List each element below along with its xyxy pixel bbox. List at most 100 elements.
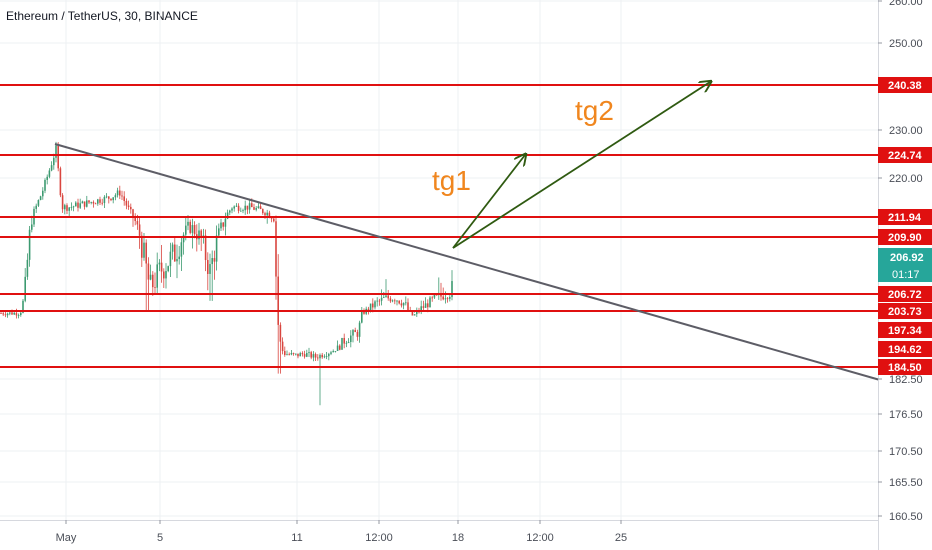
candle-body [200,230,202,238]
drawings[interactable]: tg1 tg2 [54,82,881,381]
candle-body [185,225,187,235]
candle-body [325,356,328,357]
candle-body [248,203,251,210]
candle-body [442,296,444,300]
candle-body [262,209,264,214]
candle-body [35,205,37,209]
candle-body [79,203,81,208]
arrow-tg1 [452,155,525,249]
candle-body [281,341,284,352]
level-badge [878,77,932,93]
candle-body [226,212,229,219]
candle-body [204,235,207,260]
price-tick-label: 170.50 [889,446,923,458]
candle-body [42,190,44,197]
candle-body [114,195,117,198]
candle-body [268,212,271,218]
candle-body [86,200,88,207]
price-tick-label: 176.50 [889,409,923,421]
candle-body [242,210,244,212]
candle-body [358,322,361,337]
time-tick-label: May [56,532,77,544]
candle-body [145,242,147,264]
candle-body [0,313,2,314]
time-axis[interactable]: May 5 11 12:00 18 12:00 25 [0,520,878,550]
candle-body [50,165,53,171]
candle-body [39,196,42,201]
candle-body [350,335,352,342]
candle-body [116,190,119,196]
candle-body [163,271,165,279]
candle-body [411,311,414,316]
level-badge-label: 206.72 [888,289,922,301]
candle-body [303,354,306,357]
candle-body [191,225,194,233]
candle-body [398,300,400,304]
candle-body [112,197,114,201]
annotation-tg2: tg2 [575,95,614,126]
candle-body [218,228,220,236]
candle-body [2,313,4,315]
candle-body [121,195,123,197]
candle-body [81,201,84,204]
candle-body [323,356,326,358]
candle-body [257,206,260,209]
level-badge [878,341,932,357]
candle-body [343,337,345,344]
candle-body [345,342,348,344]
candle-body [290,353,293,355]
candle-body [244,205,246,211]
candles [0,141,453,406]
candle-body [361,311,363,323]
candle-body [277,276,279,325]
candle-body [266,212,268,216]
candle-body [341,337,343,350]
candle-body [20,312,22,315]
candle-body [61,195,64,210]
candle-body [213,258,216,262]
level-badge [878,209,932,225]
candle-body [182,234,185,243]
candle-body [301,353,304,355]
candle-body [154,287,156,288]
candle-body [433,294,436,298]
time-tick-label: 11 [291,532,302,544]
candle-body [376,300,378,302]
candle-body [24,276,26,301]
level-badge [878,303,932,319]
candle-body [240,210,242,212]
candle-body [97,199,99,204]
candle-body [321,354,323,358]
candle-body [171,244,174,252]
candle-body [310,352,312,358]
candle-body [339,345,341,350]
candle-body [424,303,427,308]
candle-body [169,251,172,267]
candle-body [405,302,407,304]
candle-body [363,311,365,314]
countdown-label: 01:17 [892,269,920,281]
candle-body [387,295,389,299]
level-badge-label: 194.62 [888,344,922,356]
time-tick-label: 25 [615,532,627,544]
candle-body [31,224,33,230]
candle-body [9,312,11,314]
candle-body [427,303,429,308]
candle-body [125,200,128,206]
candle-body [407,302,409,311]
candle-body [158,262,161,265]
candle-body [209,264,211,274]
candle-body [297,353,299,357]
candle-body [92,201,95,204]
price-tick-label: 230.00 [889,125,923,137]
candle-body [94,203,97,205]
candle-body [253,207,255,210]
candle-body [299,353,301,357]
level-badge-label: 211.94 [888,212,922,224]
candle-body [143,242,145,258]
candle-body [306,353,308,357]
level-badge-label: 203.73 [888,306,922,318]
candle-body [383,297,385,298]
horizontal-levels[interactable] [0,84,878,368]
